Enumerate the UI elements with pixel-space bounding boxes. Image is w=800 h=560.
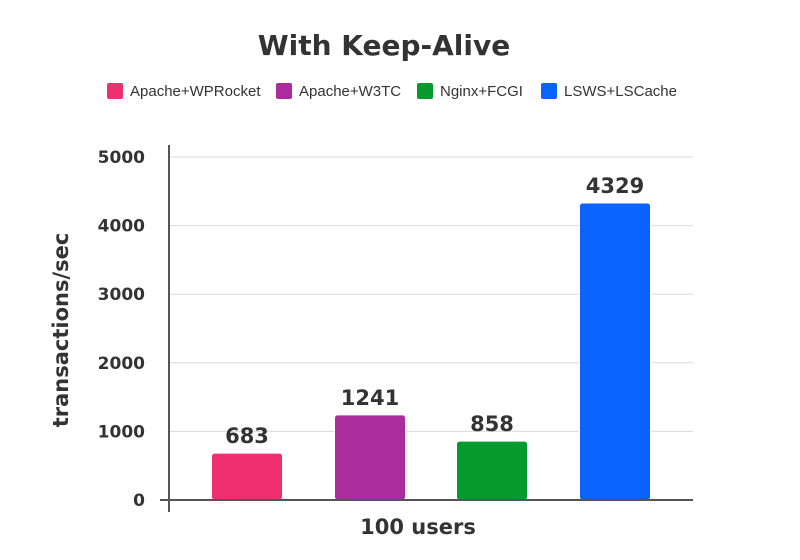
bar-apache-w3tc [334, 414, 406, 501]
legend-swatch [276, 83, 292, 99]
legend: Apache+WPRocket Apache+W3TC Nginx+FCGI LSWS… [107, 83, 677, 100]
bar-nginx-fcgi [456, 440, 528, 501]
y-tick-label: 4000 [98, 217, 145, 237]
legend-label: Apache+WPRocket [130, 83, 261, 100]
x-axis-title: 100 users [360, 515, 476, 539]
y-axis-ticks: 0 1000 2000 3000 4000 5000 [98, 148, 145, 511]
legend-swatch [417, 83, 433, 99]
data-labels: 683 1241 858 4329 [225, 174, 644, 448]
bar-apache-wprocket [211, 452, 283, 501]
data-label-apache-w3tc: 1241 [341, 386, 399, 410]
y-tick-label: 0 [133, 491, 145, 511]
bar-lsws-lscache [579, 202, 651, 501]
chart-title: With Keep-Alive [258, 29, 511, 62]
legend-label: Nginx+FCGI [440, 83, 523, 100]
legend-item-lsws-lscache: LSWS+LSCache [541, 83, 677, 100]
y-axis-title: transactions/sec [49, 233, 73, 428]
data-label-apache-wprocket: 683 [225, 424, 269, 448]
y-tick-label: 3000 [98, 285, 145, 305]
data-label-lsws-lscache: 4329 [586, 174, 644, 198]
y-tick-label: 5000 [98, 148, 145, 168]
legend-item-apache-w3tc: Apache+W3TC [276, 83, 401, 100]
y-tick-label: 1000 [98, 422, 145, 442]
legend-swatch [107, 83, 123, 99]
legend-item-nginx-fcgi: Nginx+FCGI [417, 83, 523, 100]
data-label-nginx-fcgi: 858 [470, 412, 514, 436]
bars [211, 202, 651, 501]
y-tick-label: 2000 [98, 354, 145, 374]
legend-item-apache-wprocket: Apache+WPRocket [107, 83, 261, 100]
legend-label: Apache+W3TC [299, 83, 401, 100]
legend-swatch [541, 83, 557, 99]
legend-label: LSWS+LSCache [564, 83, 677, 100]
